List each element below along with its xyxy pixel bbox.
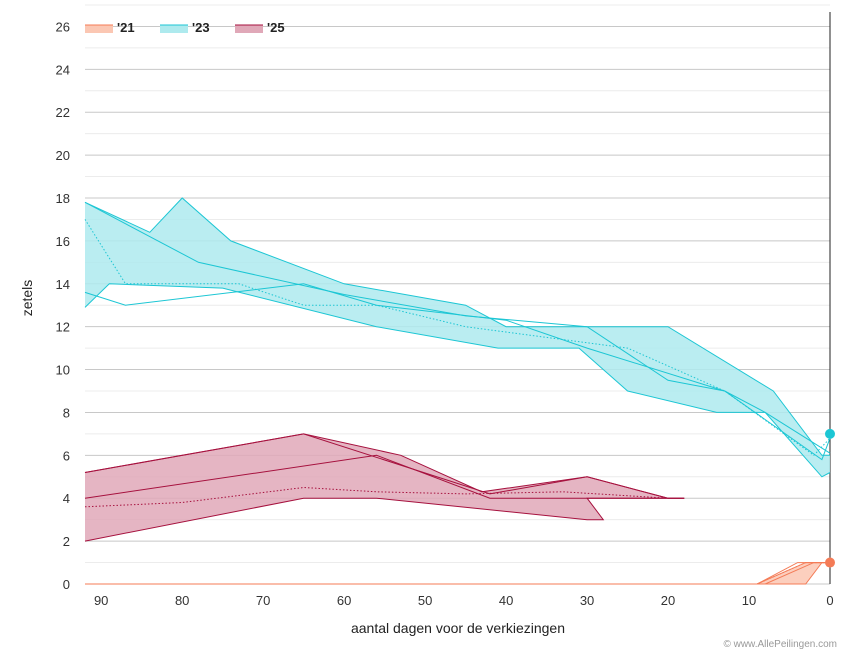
y-tick-label: 2 (63, 534, 70, 549)
legend: '21 '23 '25 (85, 20, 285, 35)
series-average-line (85, 562, 830, 585)
y-tick-label: 0 (63, 577, 70, 592)
series-band-upper (84, 197, 830, 456)
x-tick-label: 40 (499, 593, 513, 608)
legend-label: '23 (192, 20, 210, 35)
series-band (85, 198, 830, 477)
series-end-point (825, 557, 835, 568)
y-tick-label: 12 (56, 320, 70, 335)
x-tick-label: 60 (337, 593, 351, 608)
legend-swatch (160, 25, 188, 33)
series-band-lower (85, 562, 830, 585)
y-tick-label: 16 (56, 234, 70, 249)
series-group (84, 433, 685, 542)
x-tick-label: 50 (418, 593, 432, 608)
y-axis-label: zetels (19, 280, 35, 317)
legend-label: '25 (267, 20, 285, 35)
y-tick-label: 20 (56, 148, 70, 163)
legend-label: '21 (117, 20, 135, 35)
plot-area (84, 197, 835, 585)
y-tick-label: 22 (56, 105, 70, 120)
series-line (85, 562, 830, 585)
series-end-point (825, 428, 835, 439)
x-axis-ticks: 90 80 70 60 50 40 30 20 10 0 (94, 593, 834, 608)
x-tick-label: 30 (580, 593, 594, 608)
x-axis-label: aantal dagen voor de verkiezingen (351, 620, 565, 636)
y-tick-label: 6 (63, 448, 70, 463)
credit-text: © www.AllePeilingen.com (723, 639, 837, 650)
series-line (84, 201, 831, 461)
x-tick-label: 10 (742, 593, 756, 608)
x-tick-label: 70 (256, 593, 270, 608)
x-tick-label: 20 (661, 593, 675, 608)
series-group (85, 557, 835, 585)
series-group (84, 197, 835, 478)
legend-swatch (235, 25, 263, 33)
y-tick-label: 18 (56, 191, 70, 206)
series-band-upper (85, 562, 830, 585)
y-tick-label: 26 (56, 19, 70, 34)
series-line (84, 283, 831, 454)
y-tick-label: 24 (56, 62, 70, 77)
series-band-lower (84, 283, 831, 478)
x-tick-label: 0 (826, 593, 833, 608)
series-average-line (84, 219, 831, 456)
x-tick-label: 80 (175, 593, 189, 608)
legend-swatch (85, 25, 113, 33)
x-tick-label: 90 (94, 593, 108, 608)
series-line (84, 433, 685, 499)
series-band (85, 562, 830, 584)
y-tick-label: 10 (56, 363, 70, 378)
series-band (85, 433, 685, 542)
y-tick-label: 8 (63, 405, 70, 420)
y-tick-label: 14 (56, 277, 70, 292)
series-line (85, 562, 830, 585)
y-tick-label: 4 (63, 491, 70, 506)
